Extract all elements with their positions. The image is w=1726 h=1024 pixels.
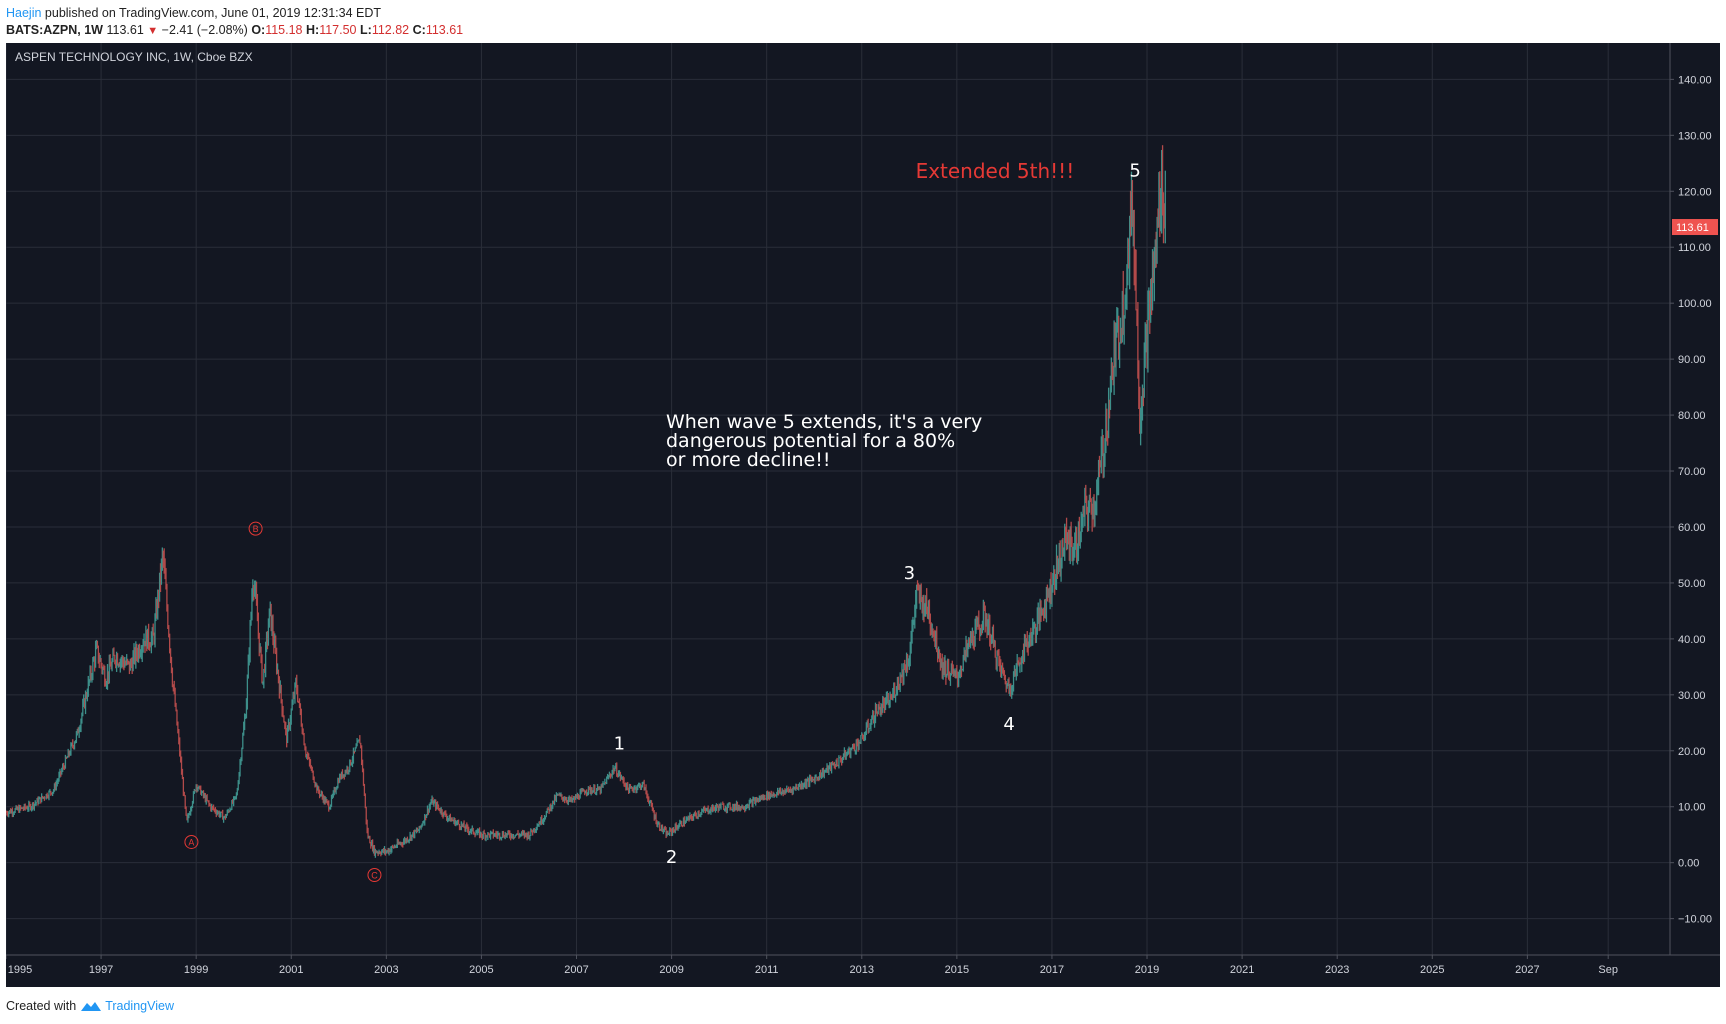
wave-circle-c [367, 867, 382, 882]
time-axis[interactable]: 1995 1997 1999 2001 2003 2005 2007 2009 2011 2013… [6, 954, 1720, 987]
time-tick-label: 2011 [755, 964, 779, 976]
note-line: dangerous potential for a 80% [666, 430, 955, 452]
time-tick-label: 2007 [564, 964, 588, 976]
time-tick-label: 2019 [1135, 964, 1159, 976]
time-tick-label: 2025 [1420, 964, 1444, 976]
wave-circle-b [248, 521, 263, 536]
time-axis-background [6, 955, 1720, 987]
time-tick-label: 2013 [850, 964, 874, 976]
time-tick-label: 2009 [659, 964, 683, 976]
wave-label-a: A [188, 837, 194, 847]
price-tick-label: 0.00 [1678, 858, 1699, 870]
price-tick-label: 140.00 [1678, 74, 1712, 86]
wave-label-4: 4 [1003, 714, 1014, 735]
last-price-tag-label: 113.61 [1676, 222, 1709, 234]
time-tick-label: 2023 [1325, 964, 1349, 976]
extended-5th-annotation: Extended 5th!!! [916, 159, 1075, 183]
tradingview-logo-icon [81, 1002, 102, 1011]
last-price-tag [1672, 219, 1718, 236]
wave-label-5: 5 [1129, 161, 1140, 182]
price-tick-label: −10.00 [1678, 914, 1712, 926]
symbol-interval: BATS:AZPN, 1W [6, 23, 103, 37]
time-tick-label: 2021 [1230, 964, 1254, 976]
price-tick-label: 80.00 [1678, 410, 1706, 422]
wave-label-b: B [253, 524, 259, 534]
price-axis-background [1670, 43, 1720, 987]
note-text: When wave 5 extends, it's a verydangerou… [666, 411, 982, 471]
time-tick-label: 2003 [374, 964, 398, 976]
wave-label-1: 1 [614, 734, 625, 755]
time-tick-label: 1997 [89, 964, 113, 976]
low-value: 112.82 [371, 23, 410, 37]
price-tick-label: 70.00 [1678, 466, 1706, 478]
down-triangle-icon: ▼ [147, 25, 159, 37]
annotations: A B C 1 2 3 4 5 Extended 5th!!! [184, 159, 1141, 882]
time-tick-label: 2001 [279, 964, 303, 976]
price-tick-label: 40.00 [1678, 634, 1706, 646]
price-tick-label: 10.00 [1678, 802, 1706, 814]
tradingview-link[interactable]: TradingView [105, 999, 174, 1013]
open-value: 115.18 [265, 23, 303, 37]
note-line: or more decline!! [666, 449, 830, 471]
symbol-legend: BATS:AZPN, 1W 113.61 ▼ −2.41 (−2.08%) O:… [6, 21, 463, 40]
high-label: H: [306, 23, 320, 37]
chart-panel[interactable]: A B C 1 2 3 4 5 Extended 5th!!! ASPEN TECHNOLOGY… [6, 43, 1720, 987]
time-tick-label: 2005 [469, 964, 493, 976]
time-tick-label: 1999 [184, 964, 208, 976]
time-tick-label: 2015 [945, 964, 969, 976]
price-chart[interactable]: A B C 1 2 3 4 5 Extended 5th!!! ASPEN TECHNOLOGY… [6, 43, 1720, 987]
published-text: published on TradingView.com, June 01, 2… [41, 6, 382, 20]
time-tick-label: Sep [1598, 964, 1618, 976]
price-tick-label: 50.00 [1678, 578, 1706, 590]
wave-label-2: 2 [666, 847, 677, 868]
grid-lines [6, 43, 1670, 955]
price-tick-label: 90.00 [1678, 354, 1706, 366]
time-tick-label: 2027 [1515, 964, 1539, 976]
chart-title: ASPEN TECHNOLOGY INC, 1W, Cboe BZX [15, 50, 253, 64]
price-axis[interactable]: 140.00 130.00 120.00 110.00 100.00 90.00 80.00… [1669, 43, 1720, 987]
footer: Created with TradingView [6, 997, 174, 1015]
publish-info: Haejin published on TradingView.com, Jun… [6, 4, 381, 22]
change-value: −2.41 (−2.08%) [161, 23, 248, 37]
wave-label-c: C [371, 870, 378, 880]
open-label: O: [251, 23, 266, 37]
close-value: 113.61 [425, 23, 464, 37]
author-link[interactable]: Haejin [6, 6, 42, 20]
close-label: C: [412, 23, 426, 37]
price-tick-label: 130.00 [1678, 130, 1712, 142]
price-tick-label: 30.00 [1678, 690, 1706, 702]
price-tick-label: 20.00 [1678, 746, 1706, 758]
wave-label-3: 3 [904, 563, 915, 584]
created-with-text: Created with [6, 999, 77, 1013]
price-tick-label: 60.00 [1678, 522, 1706, 534]
price-series [6, 145, 1166, 858]
price-tick-label: 120.00 [1678, 186, 1712, 198]
time-tick-label: 2017 [1040, 964, 1064, 976]
wave-circle-a [184, 834, 199, 849]
last-price: 113.61 [106, 23, 144, 37]
time-tick-label: 1995 [8, 964, 32, 976]
price-tick-label: 100.00 [1678, 298, 1712, 310]
chart-background [6, 43, 1720, 987]
note-line: When wave 5 extends, it's a very [666, 411, 982, 433]
high-value: 117.50 [319, 23, 357, 37]
price-tick-label: 110.00 [1678, 242, 1711, 254]
low-label: L: [360, 23, 372, 37]
